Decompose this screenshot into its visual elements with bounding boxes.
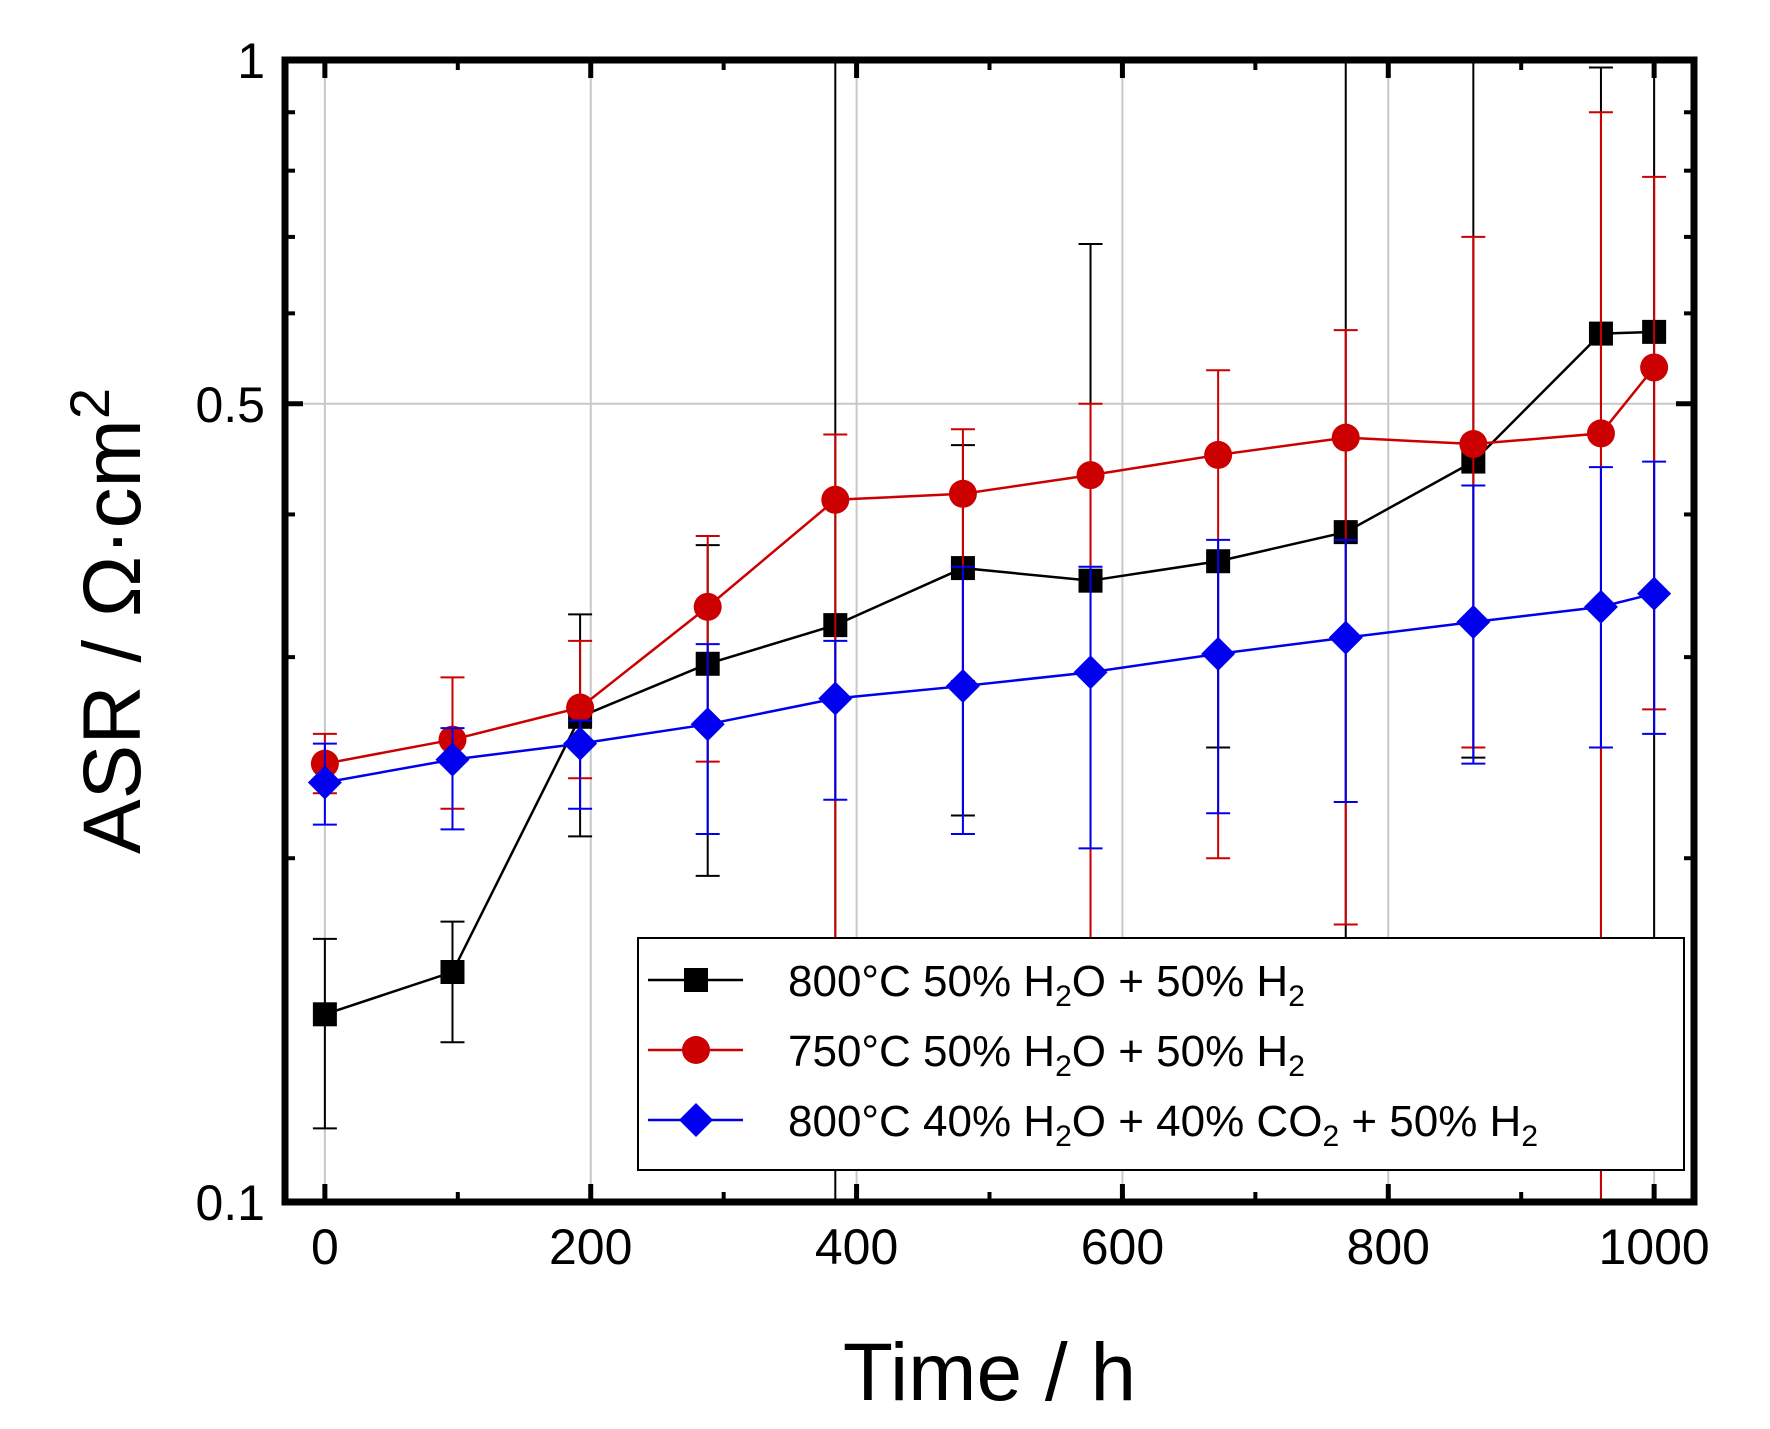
legend-label-text: 750°C 50% H <box>788 1027 1055 1076</box>
x-tick-label: 0 <box>311 1219 339 1275</box>
legend-label-text: O + 50% H <box>1072 957 1288 1006</box>
legend-label-subscript: 2 <box>1288 980 1305 1013</box>
legend-label: 800°C 40% H2O + 40% CO2 + 50% H2 <box>788 1097 1538 1153</box>
y-axis-title-main: ASR / Ω·cm <box>67 419 158 854</box>
x-tick-label: 1000 <box>1599 1219 1710 1275</box>
data-point <box>945 669 980 704</box>
y-tick-label: 0.1 <box>195 1175 265 1231</box>
data-point <box>1586 419 1615 448</box>
data-point <box>1076 461 1105 490</box>
data-point <box>1456 605 1491 640</box>
data-point <box>818 681 853 716</box>
legend-entry-3: 800°C 40% H2O + 40% CO2 + 50% H2 <box>648 1097 1538 1153</box>
series-line <box>324 330 1655 1016</box>
data-point <box>440 960 465 985</box>
data-point <box>1637 576 1672 611</box>
legend-marker <box>679 1103 713 1137</box>
data-point <box>566 693 595 722</box>
legend-label-text: O + 50% H <box>1072 1027 1288 1076</box>
legend-label-subscript: 2 <box>1322 1120 1339 1153</box>
data-point <box>693 592 722 621</box>
legend-label: 800°C 50% H2O + 50% H2 <box>788 957 1305 1013</box>
legend-entry-1: 800°C 50% H2O + 50% H2 <box>648 957 1305 1013</box>
data-point <box>1583 589 1618 624</box>
legend-label-subscript: 2 <box>1055 980 1072 1013</box>
series-line <box>324 592 1655 784</box>
legend-label-text: + 50% H <box>1339 1097 1521 1146</box>
x-axis-title: Time / h <box>843 1327 1136 1418</box>
data-point <box>1331 423 1360 452</box>
series-layer <box>307 60 1672 1202</box>
legend-label-subscript: 2 <box>1288 1050 1305 1083</box>
data-point <box>821 485 850 514</box>
y-tick-label: 1 <box>237 33 265 89</box>
data-point <box>312 1002 337 1027</box>
legend-label-subscript: 2 <box>1521 1120 1538 1153</box>
series-line <box>324 366 1656 765</box>
y-tick-label: 0.5 <box>195 377 265 433</box>
data-point <box>690 707 725 742</box>
series-3 <box>307 460 1672 850</box>
data-point <box>435 742 470 777</box>
data-point <box>1204 440 1233 469</box>
data-point <box>948 479 977 508</box>
legend-marker <box>682 1036 710 1064</box>
data-point <box>563 726 598 761</box>
legend-label-text: 800°C 40% H <box>788 1097 1055 1146</box>
x-tick-label: 800 <box>1347 1219 1430 1275</box>
data-point <box>1201 636 1236 671</box>
x-tick-label: 600 <box>1081 1219 1164 1275</box>
data-point <box>1640 353 1669 382</box>
data-point <box>1073 655 1108 690</box>
legend-label-text: 800°C 50% H <box>788 957 1055 1006</box>
tick-labels: 0 200 400 600 800 1000 0.1 0.5 1 <box>195 33 1709 1275</box>
axis-ticks <box>285 57 1694 1205</box>
legend-label-text: O + 40% CO <box>1072 1097 1323 1146</box>
legend-label-subscript: 2 <box>1055 1120 1072 1153</box>
data-point <box>1459 430 1488 459</box>
legend-label: 750°C 50% H2O + 50% H2 <box>788 1027 1305 1083</box>
legend-marker <box>684 968 708 992</box>
legend-box <box>637 937 1685 1171</box>
data-point <box>307 765 342 800</box>
legend-label-subscript: 2 <box>1055 1050 1072 1083</box>
y-axis-title-superscript: 2 <box>58 388 121 419</box>
data-point <box>1328 620 1363 655</box>
legend-entry-2: 750°C 50% H2O + 50% H2 <box>648 1027 1305 1083</box>
y-axis-title: ASR / Ω·cm2 <box>58 388 159 854</box>
x-tick-label: 400 <box>815 1219 898 1275</box>
x-tick-label: 200 <box>549 1219 632 1275</box>
